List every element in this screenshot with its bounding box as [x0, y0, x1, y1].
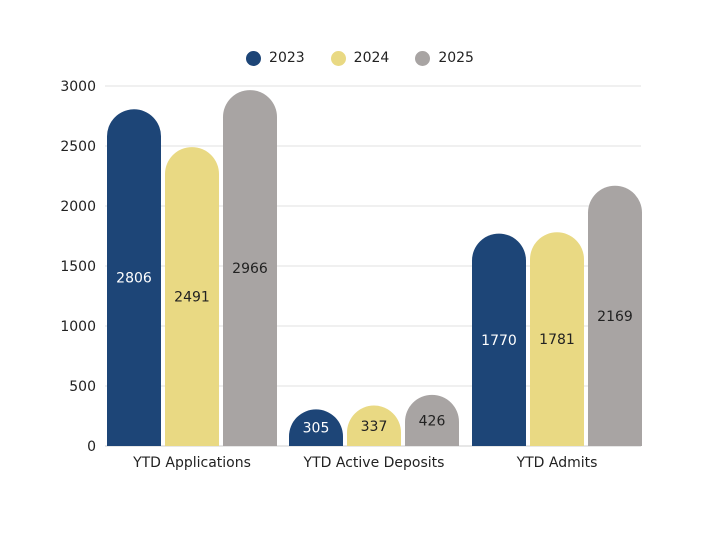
data-label: 2169 — [597, 309, 633, 325]
bar-2025 — [223, 90, 277, 446]
bar-2025 — [588, 185, 642, 446]
legend-label: 2024 — [353, 50, 390, 66]
y-tick-label: 2000 — [60, 199, 96, 215]
data-label: 305 — [303, 421, 330, 437]
data-label: 1781 — [539, 332, 575, 348]
legend-item-2025: 2025 — [415, 50, 474, 66]
x-tick-label: YTD Applications — [132, 455, 251, 471]
bar-2023 — [289, 409, 343, 446]
legend-item-2023: 2023 — [246, 50, 305, 66]
bar-2023 — [472, 233, 526, 446]
data-label: 2491 — [174, 290, 210, 306]
y-tick-label: 1500 — [60, 259, 96, 275]
y-tick-label: 0 — [87, 439, 96, 455]
legend-label: 2023 — [269, 50, 305, 66]
data-label: 337 — [361, 419, 388, 435]
y-tick-label: 500 — [69, 379, 96, 395]
legend-item-2024: 2024 — [330, 50, 390, 66]
y-tick-label: 1000 — [60, 319, 96, 335]
x-tick-label: YTD Admits — [516, 455, 598, 471]
y-tick-label: 2500 — [60, 139, 96, 155]
legend: 2023 2024 2025 — [0, 50, 720, 66]
legend-label: 2025 — [438, 50, 474, 66]
y-tick-label: 3000 — [60, 79, 96, 95]
data-label: 2806 — [116, 271, 152, 287]
legend-swatch — [330, 50, 346, 66]
legend-swatch — [246, 50, 262, 66]
bar-2024 — [347, 405, 401, 446]
bar-2024 — [530, 232, 584, 446]
bar-2024 — [165, 147, 219, 446]
bar-2023 — [107, 109, 161, 447]
data-label: 1770 — [481, 333, 517, 349]
data-label: 426 — [419, 413, 446, 429]
x-tick-label: YTD Active Deposits — [303, 455, 445, 471]
legend-swatch — [415, 50, 431, 66]
data-label: 2966 — [232, 261, 268, 277]
bar-2025 — [405, 394, 459, 446]
